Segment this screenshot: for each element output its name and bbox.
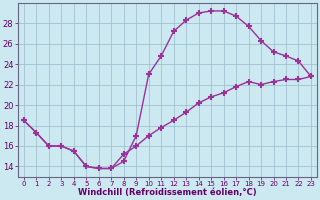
X-axis label: Windchill (Refroidissement éolien,°C): Windchill (Refroidissement éolien,°C) — [78, 188, 257, 197]
